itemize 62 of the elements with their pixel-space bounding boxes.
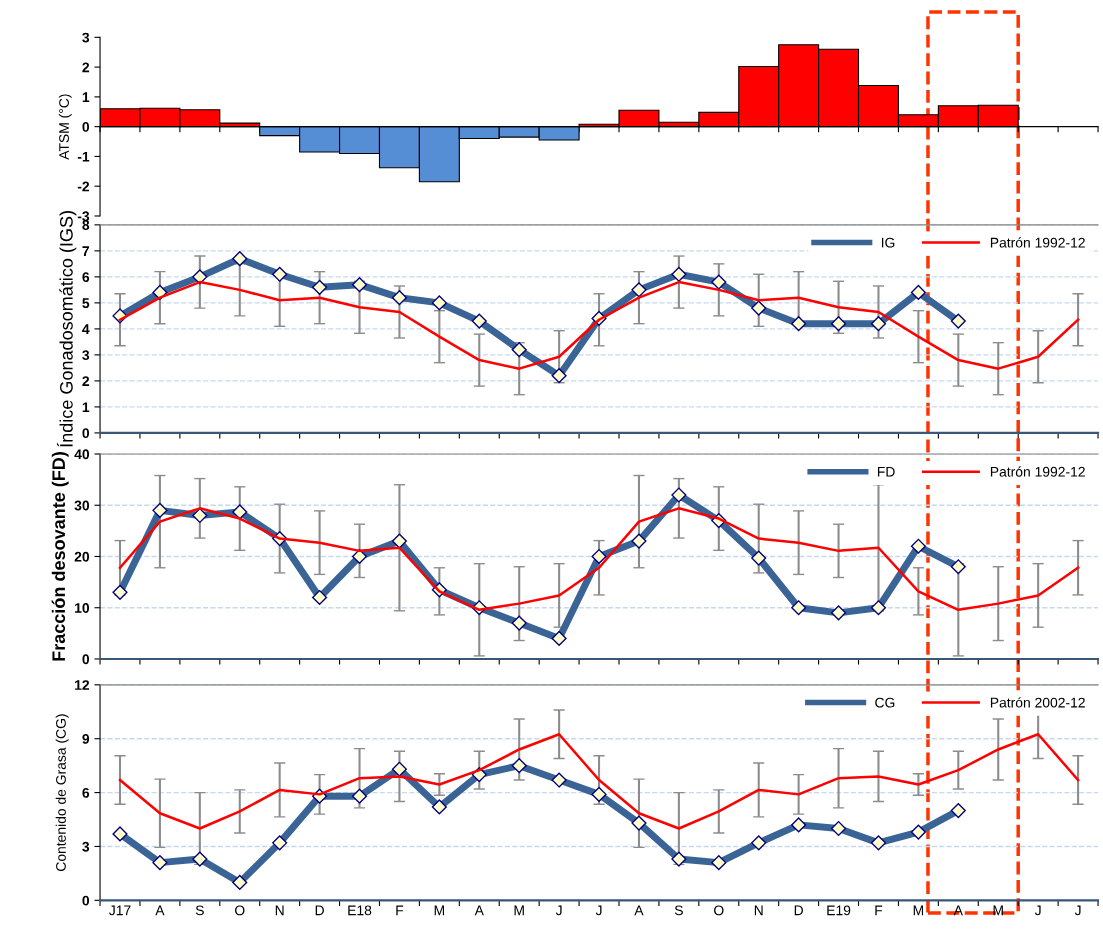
legend-label: Patrón 2002-12 [990, 697, 1085, 708]
y-tick-label: 30 [74, 500, 90, 511]
y-tick-label: -2 [77, 181, 90, 192]
legend-label: CG [875, 697, 895, 708]
x-tick-label: M [514, 905, 524, 916]
x-tick-label: F [396, 905, 404, 916]
y-tick-label: 2 [82, 376, 90, 386]
legend-label: Patrón 1992-12 [990, 466, 1085, 477]
x-tick-label: A [634, 905, 644, 916]
y-tick-label: 6 [82, 787, 90, 798]
y-tick-label: 40 [74, 449, 90, 460]
y-tick-label: 3 [82, 350, 90, 361]
x-tick-label: D [794, 905, 803, 916]
y-tick-label: -1 [77, 151, 90, 162]
x-tick-label: J17 [109, 905, 131, 916]
y-tick-label: -3 [77, 211, 90, 222]
y-tick-label: 1 [82, 402, 90, 412]
y-axis-title: Índice Gonadosomático (IGS) [56, 211, 77, 447]
x-tick-label: N [754, 905, 763, 916]
y-axis-title: Contenido de Grasa (CG) [55, 714, 69, 871]
y-tick-label: 0 [82, 654, 90, 665]
y-tick-label: 20 [74, 551, 90, 562]
y-tick-label: 10 [75, 603, 90, 613]
y-axis-title: Fracción desovante (FD) [51, 452, 69, 661]
y-tick-label: 6 [82, 272, 90, 283]
line-series [118, 732, 1080, 830]
x-tick-label: J [1034, 905, 1041, 916]
x-tick-label: A [155, 905, 165, 916]
legend-label: IG [881, 237, 895, 248]
x-tick-label: E19 [827, 905, 851, 916]
y-tick-label: 9 [82, 734, 90, 744]
y-tick-label: 0 [82, 428, 90, 439]
x-tick-label: E18 [348, 905, 372, 916]
x-tick-label: J [595, 905, 602, 916]
y-tick-label: 0 [82, 895, 90, 906]
x-tick-label: A [474, 905, 484, 916]
y-tick-label: 5 [82, 298, 90, 309]
x-tick-label: J [555, 905, 562, 916]
legend-label: Patrón 1992-12 [990, 237, 1085, 248]
x-tick-label: M [434, 905, 445, 916]
x-tick-label: O [714, 905, 724, 916]
legend-label: FD [877, 467, 895, 477]
x-tick-label: M [993, 905, 1003, 916]
y-tick-label: 0 [82, 121, 90, 132]
y-tick-label: 4 [82, 324, 90, 334]
x-tick-label: D [315, 905, 324, 916]
x-tick-label: A [953, 905, 963, 916]
y-axis-title: ATSM (°C) [58, 94, 72, 160]
y-tick-label: 3 [82, 32, 90, 43]
y-tick-label: 12 [75, 680, 90, 690]
x-tick-label: S [674, 905, 683, 916]
x-tick-label: J [1074, 905, 1081, 916]
y-tick-label: 8 [82, 220, 90, 231]
x-tick-label: M [913, 905, 924, 916]
y-tick-label: 2 [82, 62, 90, 73]
x-tick-label: F [875, 905, 883, 916]
y-tick-label: 7 [82, 246, 90, 256]
x-tick-label: O [235, 905, 245, 916]
y-tick-label: 3 [82, 841, 90, 852]
x-tick-label: S [195, 905, 204, 916]
x-tick-label: N [275, 905, 284, 916]
y-tick-label: 1 [82, 92, 90, 102]
